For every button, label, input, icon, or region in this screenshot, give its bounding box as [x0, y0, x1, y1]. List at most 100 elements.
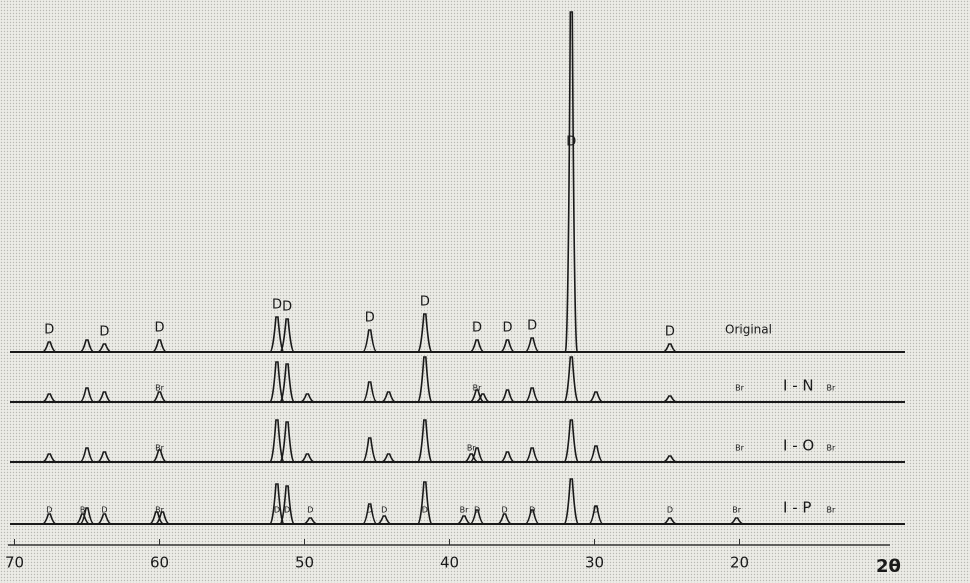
peak: [524, 337, 540, 353]
peak-label: D: [274, 506, 280, 515]
peak-label: D: [154, 321, 164, 336]
peak-label: D: [46, 506, 52, 515]
peak-label: D: [529, 506, 535, 515]
peak: [469, 447, 485, 463]
peak: [417, 419, 433, 463]
peak-label: D: [566, 135, 576, 150]
peak: [42, 341, 57, 353]
peak-label: D: [365, 311, 375, 326]
peak: [500, 451, 515, 463]
peak: [362, 329, 378, 353]
peak-label: D: [665, 325, 675, 340]
peak-label: D: [282, 300, 292, 315]
peak: [79, 387, 95, 403]
peak-label: D: [381, 506, 387, 515]
x-tick-label: 70: [5, 554, 24, 572]
peak: [279, 318, 295, 353]
peak-label: D: [472, 321, 482, 336]
peak: [475, 393, 490, 403]
peak: [563, 356, 580, 403]
peak: [381, 453, 396, 463]
peak-label: D: [44, 323, 54, 338]
peak: [588, 505, 604, 525]
peak: [417, 356, 433, 403]
peak-label: Br: [460, 506, 469, 515]
peak-label: D: [502, 506, 508, 515]
peak: [563, 419, 580, 463]
series-label: I - N: [783, 377, 814, 395]
peak: [279, 485, 295, 525]
peak-label: D: [99, 325, 109, 340]
peak-label: D: [474, 506, 480, 515]
peak: [588, 445, 604, 463]
peak-label: Br: [473, 384, 482, 393]
peak: [497, 513, 512, 525]
peak: [42, 393, 57, 403]
peak: [97, 451, 112, 463]
peak: [662, 343, 678, 353]
peak-label: D: [284, 506, 290, 515]
peak: [362, 381, 378, 403]
x-tick-label: 30: [585, 554, 604, 572]
x-tick-label: 40: [440, 554, 459, 572]
peak: [152, 449, 167, 463]
peak: [381, 391, 396, 403]
x-tick-label: 50: [295, 554, 314, 572]
peak: [524, 387, 540, 403]
peak: [300, 453, 315, 463]
peak-label: D: [422, 506, 428, 515]
peak: [588, 391, 604, 403]
peak: [469, 509, 485, 525]
peak-label: D: [420, 295, 430, 310]
peak: [662, 395, 677, 403]
peak-label: Br: [467, 444, 476, 453]
peak-label: Br: [732, 506, 741, 515]
peak-label: Br: [826, 444, 835, 453]
peak: [469, 339, 485, 353]
peak-label: Br: [155, 444, 164, 453]
peak-label: Br: [735, 384, 744, 393]
peak: [97, 343, 112, 353]
peak: [279, 363, 295, 403]
peak: [362, 503, 378, 525]
peak-label: D: [367, 506, 373, 515]
peak: [149, 511, 164, 525]
peak: [500, 389, 515, 403]
peak: [155, 511, 170, 525]
peak: [79, 447, 95, 463]
series-label: I - P: [783, 499, 811, 517]
x-tick-label: 60: [150, 554, 169, 572]
peak: [564, 11, 579, 353]
peak: [362, 437, 378, 463]
series-label: I - O: [783, 437, 814, 455]
peak: [500, 339, 515, 353]
peak: [279, 421, 295, 463]
peak: [662, 517, 677, 525]
peak: [42, 513, 57, 525]
peak: [456, 515, 472, 525]
peak-label: D: [272, 298, 282, 313]
peak: [79, 507, 95, 525]
peak: [417, 481, 433, 525]
peak: [469, 389, 485, 403]
peak: [417, 313, 433, 353]
peak: [662, 455, 677, 463]
peak: [729, 517, 744, 525]
peak: [42, 453, 57, 463]
peak-label: D: [593, 506, 599, 515]
peak: [377, 515, 392, 525]
peak: [524, 447, 540, 463]
peak: [300, 393, 315, 403]
peak: [97, 513, 112, 525]
x-axis-label: 2θ: [876, 556, 901, 577]
peak-label: D: [307, 506, 313, 515]
peak-label: Br: [155, 384, 164, 393]
peak: [563, 478, 580, 525]
peak-label: Br: [826, 506, 835, 515]
peak: [464, 453, 479, 463]
peak-label: Br: [735, 444, 744, 453]
peak: [79, 339, 95, 353]
